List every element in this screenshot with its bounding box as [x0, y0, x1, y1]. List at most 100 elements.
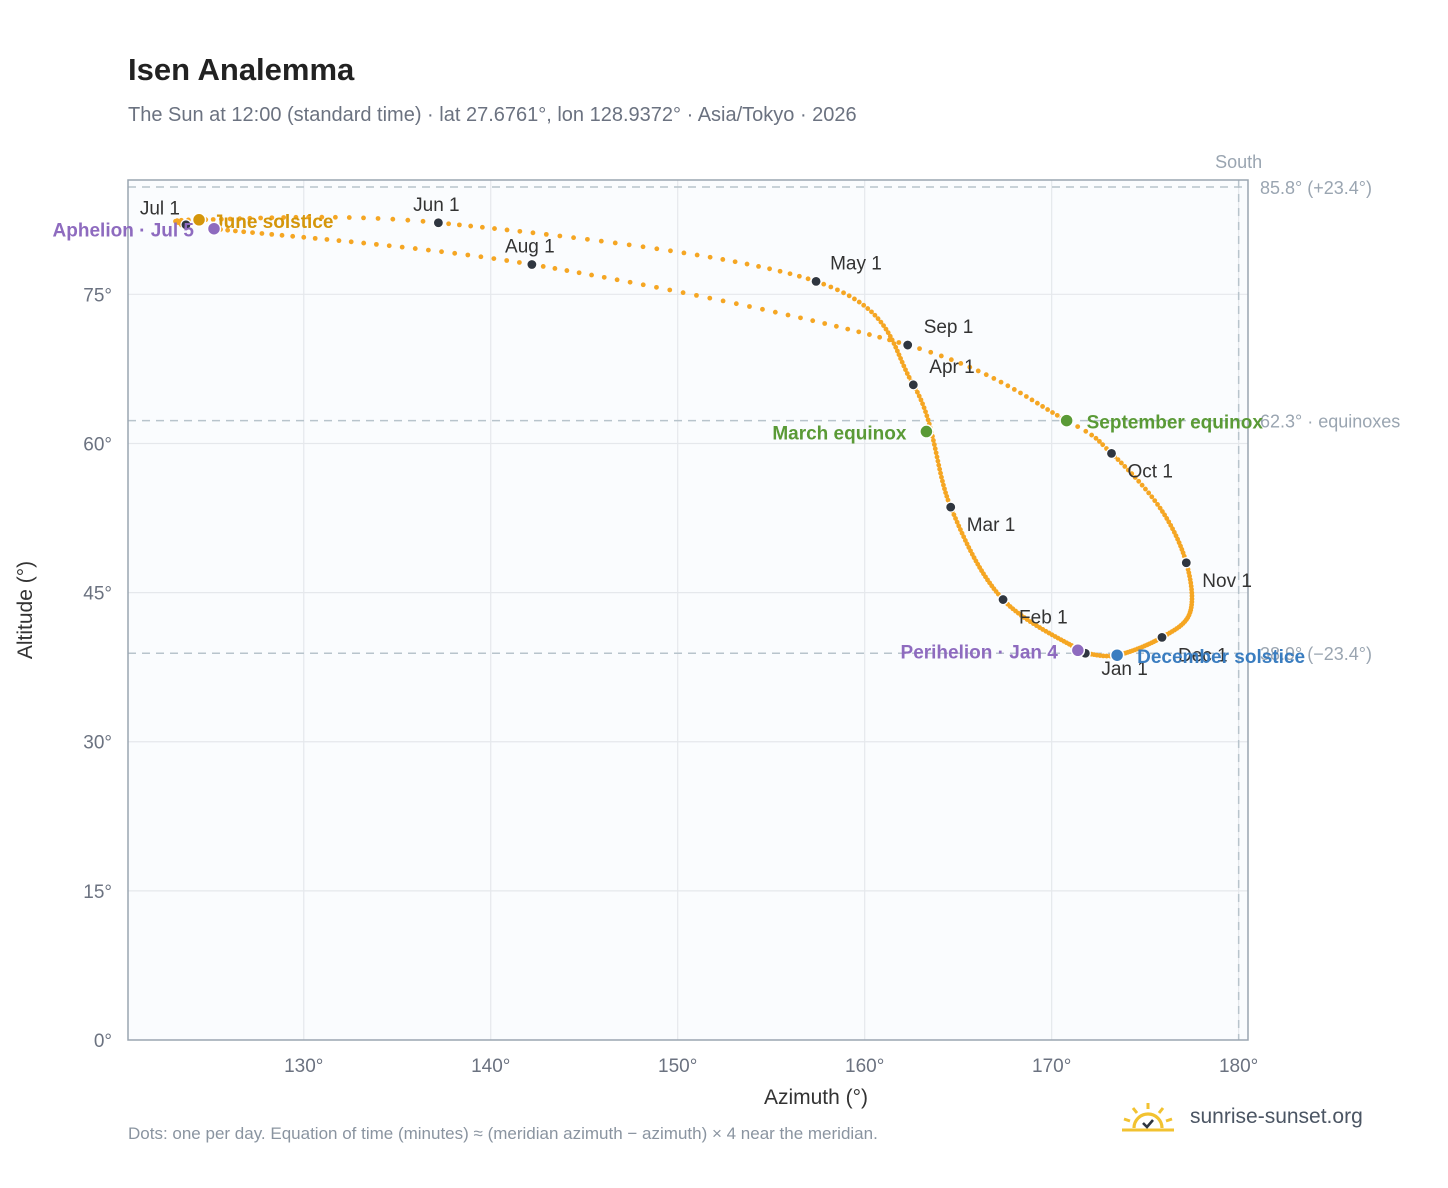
daily-sun-dot — [225, 227, 231, 233]
daily-sun-dot — [1146, 490, 1152, 496]
month-marker-dot — [432, 217, 444, 229]
daily-sun-dot — [787, 271, 793, 277]
daily-sun-dot — [744, 261, 750, 267]
daily-sun-dot — [869, 309, 874, 315]
month-marker-label: Apr 1 — [929, 357, 974, 378]
daily-sun-dot — [1054, 412, 1060, 418]
daily-sun-dot — [332, 214, 338, 220]
daily-sun-dot — [883, 326, 889, 332]
daily-sun-dot — [798, 315, 803, 321]
daily-sun-dot — [951, 512, 957, 518]
daily-sun-dot — [935, 458, 941, 464]
daily-sun-dot — [269, 215, 275, 221]
daily-sun-dot — [961, 534, 967, 540]
daily-sun-dot — [279, 232, 285, 238]
daily-sun-dot — [346, 215, 352, 220]
daily-sun-dot — [517, 228, 523, 234]
plot-frame — [127, 179, 1249, 1041]
daily-sun-dot — [998, 379, 1004, 385]
reference-line-label: 85.8° (+23.4°) — [1260, 178, 1372, 198]
daily-sun-dot — [777, 268, 783, 274]
daily-sun-dot — [894, 348, 900, 354]
daily-sun-dot — [530, 230, 536, 236]
daily-sun-dot — [901, 363, 907, 369]
daily-sun-dot — [1129, 471, 1135, 477]
chart-subtitle: The Sun at 12:00 (standard time) · lat 2… — [128, 104, 857, 126]
daily-sun-dot — [1132, 475, 1138, 480]
month-marker-dot — [1180, 557, 1192, 569]
daily-sun-dot — [1139, 482, 1145, 488]
daily-sun-dot — [931, 442, 937, 447]
month-markers: Jan 1 Feb 1 Mar 1 Apr 1 May 1 Jun 1 Jul 1 Aug 1… — [140, 195, 1252, 680]
daily-sun-dot — [877, 334, 883, 340]
daily-sun-dot — [491, 256, 497, 262]
month-marker-label: Nov 1 — [1202, 571, 1252, 592]
month-marker-label: Jun 1 — [413, 195, 459, 216]
daily-sun-dot — [925, 417, 931, 423]
daily-sun-dot — [694, 252, 700, 258]
daily-sun-dot — [967, 364, 973, 370]
axes: Azimuth (°) Altitude (°) South 130° 140° 1… — [14, 152, 1262, 1109]
daily-sun-dot — [306, 214, 312, 220]
event-marker-label: Perihelion · Jan 4 — [901, 642, 1059, 663]
daily-sun-dot — [948, 357, 954, 363]
event-marker-label: December solstice — [1137, 647, 1305, 668]
daily-sun-dot — [810, 318, 816, 324]
daily-sun-dot — [841, 290, 846, 296]
daily-sun-dot — [906, 374, 912, 380]
daily-sun-dot — [833, 323, 839, 329]
event-marker-dot — [919, 424, 934, 439]
y-tick-label: 15° — [83, 882, 112, 903]
month-marker-dot — [1156, 631, 1168, 643]
daily-sun-dot — [896, 352, 902, 358]
daily-sun-dot — [293, 214, 299, 220]
daily-sun-dot — [828, 284, 834, 290]
daily-sun-dot — [250, 230, 255, 236]
month-marker-label: Oct 1 — [1128, 461, 1173, 482]
daily-sun-dot — [1115, 457, 1121, 463]
month-marker-dot — [997, 593, 1009, 606]
daily-sun-dot — [921, 405, 927, 411]
x-axis-label: Azimuth (°) — [764, 1086, 868, 1109]
daily-sun-dot — [210, 217, 216, 222]
x-tick-label: 130° — [284, 1056, 323, 1077]
month-marker-label: Mar 1 — [967, 515, 1016, 536]
daily-sun-dot — [269, 231, 275, 237]
month-marker-label: Jan 1 — [1101, 659, 1147, 680]
daily-sun-dot — [772, 309, 778, 315]
daily-sun-dot — [835, 287, 840, 293]
daily-sun-dot — [373, 241, 379, 247]
daily-sun-dot — [1100, 442, 1106, 448]
daily-sun-dot — [281, 215, 287, 220]
daily-sun-dot — [1164, 516, 1170, 521]
daily-sun-dot — [1149, 494, 1155, 500]
daily-sun-dot — [1034, 400, 1040, 406]
daily-sun-dot — [1040, 404, 1045, 409]
daily-sun-dot — [707, 295, 713, 301]
daily-sun-dot — [1050, 410, 1055, 415]
daily-sun-dot — [956, 523, 962, 529]
daily-sun-dot — [865, 306, 871, 311]
daily-sun-dot — [932, 446, 938, 452]
daily-sun-dot — [891, 341, 897, 347]
daily-sun-dot — [845, 326, 851, 332]
daily-sun-dot — [898, 356, 903, 361]
month-marker-dot — [526, 258, 538, 271]
daily-sun-dot — [1029, 397, 1035, 403]
daily-sun-dot — [1075, 424, 1081, 429]
daily-sun-dot — [1125, 467, 1131, 473]
daily-sun-dot — [425, 247, 431, 253]
daily-sun-dot — [1143, 486, 1148, 492]
daily-sun-dot — [931, 438, 936, 443]
daily-sun-dot — [887, 333, 893, 339]
daily-sun-dot — [821, 281, 827, 287]
daily-sun-dot — [805, 276, 811, 282]
y-axis-label: Altitude (°) — [14, 561, 37, 659]
daily-sun-dot — [887, 337, 892, 343]
x-tick-label: 170° — [1032, 1056, 1071, 1077]
daily-sun-dot — [732, 259, 738, 265]
brand[interactable]: sunrise-sunset.org — [1120, 1100, 1363, 1134]
daily-sun-dot — [668, 248, 673, 254]
daily-sun-dot — [943, 490, 948, 496]
daily-sun-dot — [1018, 390, 1023, 396]
